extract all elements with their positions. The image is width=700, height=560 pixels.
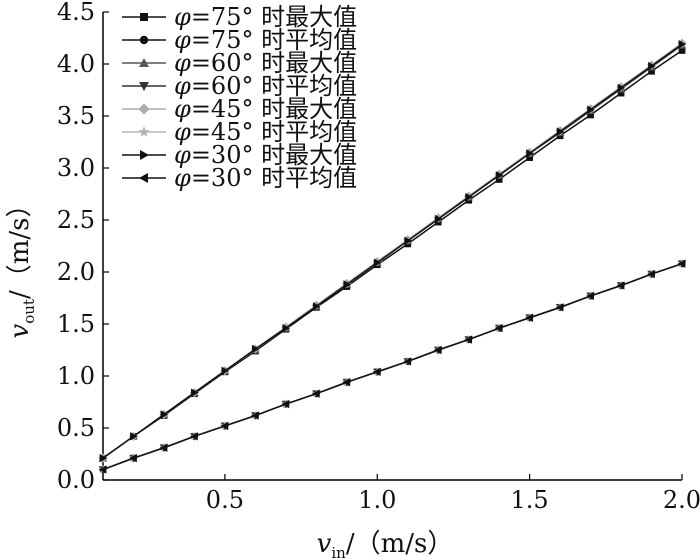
- data-point: [281, 399, 290, 409]
- x-tick-label: 1.5: [511, 486, 549, 514]
- data-point: [312, 389, 320, 398]
- y-tick-label: 4.5: [57, 0, 95, 26]
- data-point: [342, 378, 351, 387]
- x-tick-label: 1.0: [358, 486, 396, 514]
- data-point: [586, 291, 594, 301]
- legend-swatch-marker: [139, 82, 149, 91]
- data-point: [434, 214, 443, 224]
- data-point: [678, 47, 686, 54]
- data-point: [343, 280, 351, 289]
- legend-item: φ=45° 时平均值: [122, 118, 357, 146]
- y-axis-title: vout/（m/s）: [5, 192, 38, 339]
- data-point: [434, 345, 442, 355]
- data-point: [221, 366, 230, 375]
- data-point: [159, 443, 168, 452]
- data-point: [282, 323, 291, 333]
- data-point: [555, 303, 564, 312]
- data-point: [373, 258, 382, 267]
- data-point: [129, 453, 137, 463]
- data-point: [587, 105, 595, 114]
- x-axis-title: vin/（m/s）: [317, 529, 454, 560]
- y-tick-label: 4.0: [57, 50, 95, 78]
- legend-swatch-marker: [138, 126, 150, 137]
- data-point: [677, 259, 686, 268]
- data-point: [495, 171, 504, 180]
- x-tick-label: 0.5: [206, 486, 244, 514]
- legend-label: φ=30° 时平均值: [174, 164, 357, 192]
- data-point: [403, 357, 412, 366]
- x-tick-label: 2.0: [663, 486, 700, 514]
- data-point: [160, 410, 169, 419]
- legend-item: φ=60° 时平均值: [122, 72, 357, 100]
- data-point: [648, 61, 656, 71]
- data-point: [464, 335, 473, 344]
- y-tick-label: 3.0: [57, 154, 95, 182]
- y-tick-label: 2.0: [57, 258, 95, 286]
- legend-item: φ=75° 时平均值: [122, 26, 357, 54]
- legend-label: φ=60° 时最大值: [174, 49, 357, 77]
- legend-label: φ=45° 时平均值: [174, 118, 357, 146]
- legend-item: φ=30° 时平均值: [122, 164, 357, 192]
- legend-item: φ=45° 时最大值: [122, 95, 357, 123]
- legend-label: φ=75° 时平均值: [174, 26, 357, 54]
- tick-group: 0.0 0.5 1.0 1.5 2.0 2.5 3.0 3.5 4.0 4.5 0.5 1.0 1.5 2…: [57, 0, 700, 514]
- data-point: [678, 40, 687, 49]
- data-point: [404, 236, 412, 245]
- y-tick-label: 1.5: [57, 310, 95, 338]
- data-point: [373, 367, 381, 377]
- data-point: [99, 453, 108, 463]
- data-point: [191, 388, 199, 397]
- y-tick-label: 3.5: [57, 102, 95, 130]
- data-point: [647, 269, 655, 279]
- legend-item: φ=75° 时最大值: [122, 3, 357, 31]
- series-line: [102, 43, 683, 459]
- data-point: [526, 154, 533, 161]
- series-7: [99, 40, 687, 463]
- data-point: [251, 411, 259, 420]
- data-point: [526, 149, 534, 158]
- data-point: [312, 302, 321, 311]
- legend-label: φ=60° 时平均值: [174, 72, 357, 100]
- y-tick-label: 0.0: [57, 466, 95, 494]
- data-point: [617, 83, 626, 93]
- data-point: [98, 465, 107, 474]
- data-point: [556, 127, 565, 136]
- data-point: [525, 313, 533, 322]
- legend-swatch-marker: [140, 150, 149, 160]
- legend-label: φ=30° 时最大值: [174, 141, 357, 169]
- axes-group: [102, 12, 682, 481]
- y-tick-label: 2.5: [57, 206, 95, 234]
- legend-item: φ=60° 时最大值: [122, 49, 357, 77]
- legend-label: φ=75° 时最大值: [174, 3, 357, 31]
- legend-label: φ=45° 时最大值: [174, 95, 357, 123]
- data-point: [494, 323, 503, 333]
- data-point: [465, 192, 473, 202]
- series-line: [102, 262, 683, 471]
- legend-swatch-marker: [139, 58, 149, 67]
- y-tick-label: 0.5: [57, 414, 95, 442]
- legend-swatch-marker: [139, 173, 148, 183]
- legend-swatch-marker: [139, 35, 149, 45]
- legend-swatch-marker: [140, 13, 148, 21]
- data-point: [220, 421, 229, 431]
- data-point: [495, 176, 503, 183]
- data-point: [648, 67, 655, 75]
- data-point: [130, 432, 138, 441]
- data-point: [190, 432, 198, 441]
- series-8: [98, 259, 686, 474]
- data-point: [616, 281, 625, 290]
- series-group: [98, 38, 687, 474]
- legend-swatch-marker: [138, 103, 150, 115]
- data-point: [252, 344, 260, 354]
- data-point: [617, 89, 625, 97]
- data-point: [587, 111, 594, 119]
- y-tick-label: 1.0: [57, 362, 95, 390]
- legend-item: φ=30° 时最大值: [122, 141, 357, 169]
- series-line: [102, 49, 683, 459]
